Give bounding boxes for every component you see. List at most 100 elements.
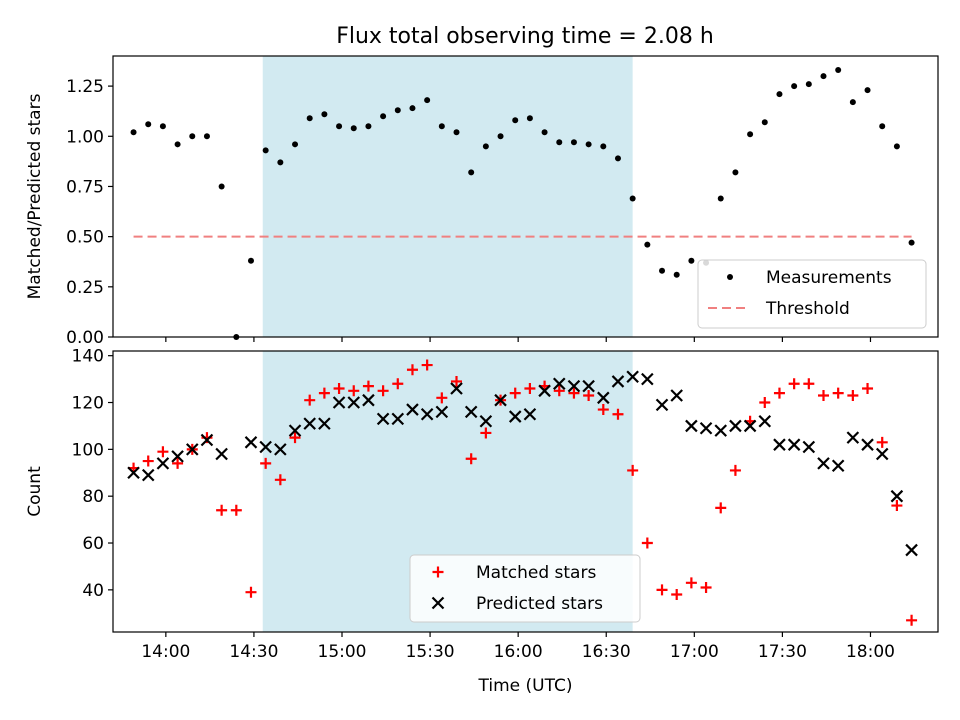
matched-star-point: [729, 464, 741, 476]
matched-star-point: [862, 382, 874, 394]
predicted-star-point: [582, 379, 595, 393]
measurement-point: [864, 87, 871, 94]
measurement-point: [614, 155, 621, 162]
matched-star-point: [773, 387, 785, 399]
measurement-point: [526, 115, 533, 122]
measurement-point: [292, 141, 299, 148]
predicted-star-point: [303, 417, 316, 430]
matched-star-point: [318, 387, 330, 399]
matched-star-point: [377, 385, 389, 397]
measurement-point: [570, 139, 577, 146]
plot-frame: [112, 350, 939, 633]
matched-star-point: [480, 427, 492, 439]
measurement-point: [673, 271, 680, 278]
legend-box: [697, 259, 927, 329]
y-tick-label: 60: [82, 534, 104, 554]
legend-label-measurements: Measurements: [766, 268, 892, 288]
measurement-point: [512, 117, 519, 124]
measurement-point: [203, 133, 210, 140]
predicted-star-point: [523, 407, 537, 421]
measurement-point: [218, 183, 225, 190]
y-tick-label: 140: [72, 347, 104, 367]
legend-label-threshold: Threshold: [765, 299, 850, 319]
x-tick-label: 15:30: [406, 642, 455, 662]
matched-star-point: [392, 378, 404, 390]
matched-star-point: [568, 387, 580, 399]
predicted-star-point: [641, 372, 654, 386]
predicted-star-point: [362, 393, 375, 407]
measurement-point: [820, 73, 827, 80]
matched-star-point: [348, 385, 360, 397]
matched-star-point: [583, 389, 595, 401]
measurement-point: [776, 91, 783, 98]
predicted-star-point: [552, 377, 566, 391]
matched-star-point: [260, 457, 272, 469]
measurement-point: [717, 195, 724, 202]
predicted-star-point: [435, 405, 449, 419]
measurement-point: [747, 131, 754, 138]
measurement-point: [468, 169, 475, 176]
matched-star-point: [333, 382, 345, 394]
x-tick-label: 15:00: [318, 642, 367, 662]
predicted-star-point: [185, 443, 199, 456]
predicted-star-point: [655, 398, 669, 412]
y-tick-label: 0.25: [66, 278, 104, 298]
measurement-point: [453, 129, 460, 136]
measurement-point: [908, 239, 915, 246]
matched-star-point: [876, 436, 888, 448]
measurement-point: [585, 141, 592, 148]
measurement-point: [482, 143, 489, 150]
predicted-star-point: [743, 419, 757, 433]
matched-star-point: [362, 380, 374, 392]
measurement-point: [497, 133, 504, 140]
measurement-point: [688, 257, 695, 264]
y-tick-label: 1.00: [66, 127, 104, 147]
predicted-star-point: [347, 396, 361, 409]
matched-star-point: [172, 457, 184, 469]
matched-star-point: [509, 387, 521, 399]
ratio-panel: 0.00 0.25 0.50 0.75 1.00 1.25 Matched/Predicte…: [25, 55, 939, 348]
measurement-point: [659, 267, 666, 274]
measurement-point: [438, 123, 445, 130]
count-panel: 40 60 80 100 120 140 14:00 14:30 15:00 15:30 16:00…: [25, 347, 939, 696]
matched-star-point: [612, 408, 624, 420]
matched-star-point: [700, 582, 712, 594]
measurement-point: [189, 133, 196, 140]
measurement-point: [409, 105, 416, 112]
predicted-star-point: [787, 438, 801, 451]
measurement-point: [835, 67, 842, 74]
matched-star-point: [524, 382, 536, 394]
measurement-point: [365, 123, 372, 130]
matched-star-point: [142, 455, 154, 467]
predicted-star-point: [244, 436, 258, 449]
legend-marker-predicted: [431, 596, 445, 610]
measurement-point: [174, 141, 181, 148]
measurement-point: [277, 159, 284, 166]
y-tick-label: 0.00: [66, 328, 104, 348]
matched-star-point: [406, 364, 418, 376]
predicted-star-point: [376, 412, 390, 426]
matched-star-point: [803, 378, 815, 390]
matched-star-point: [553, 385, 565, 397]
matched-star-point: [289, 432, 301, 444]
x-tick-label: 16:30: [582, 642, 631, 662]
measurement-point: [879, 123, 886, 130]
matched-star-point: [274, 474, 286, 486]
predicted-star-point: [626, 370, 639, 384]
matched-star-point: [847, 389, 859, 401]
measurement-point: [321, 111, 328, 118]
predicted-star-point: [318, 417, 331, 430]
measurement-point: [380, 113, 387, 120]
matched-star-point: [817, 389, 829, 401]
x-tick-label: 17:30: [758, 642, 807, 662]
predicted-star-point: [773, 438, 786, 451]
matched-star-point: [715, 502, 727, 514]
matched-star-point: [832, 387, 844, 399]
measurement-point: [350, 125, 357, 132]
matched-star-point: [216, 504, 228, 516]
predicted-star-point: [685, 419, 698, 433]
measurement-point: [849, 99, 856, 106]
chart-title: Flux total observing time = 2.08 h: [336, 24, 714, 49]
measurement-point: [556, 139, 563, 146]
